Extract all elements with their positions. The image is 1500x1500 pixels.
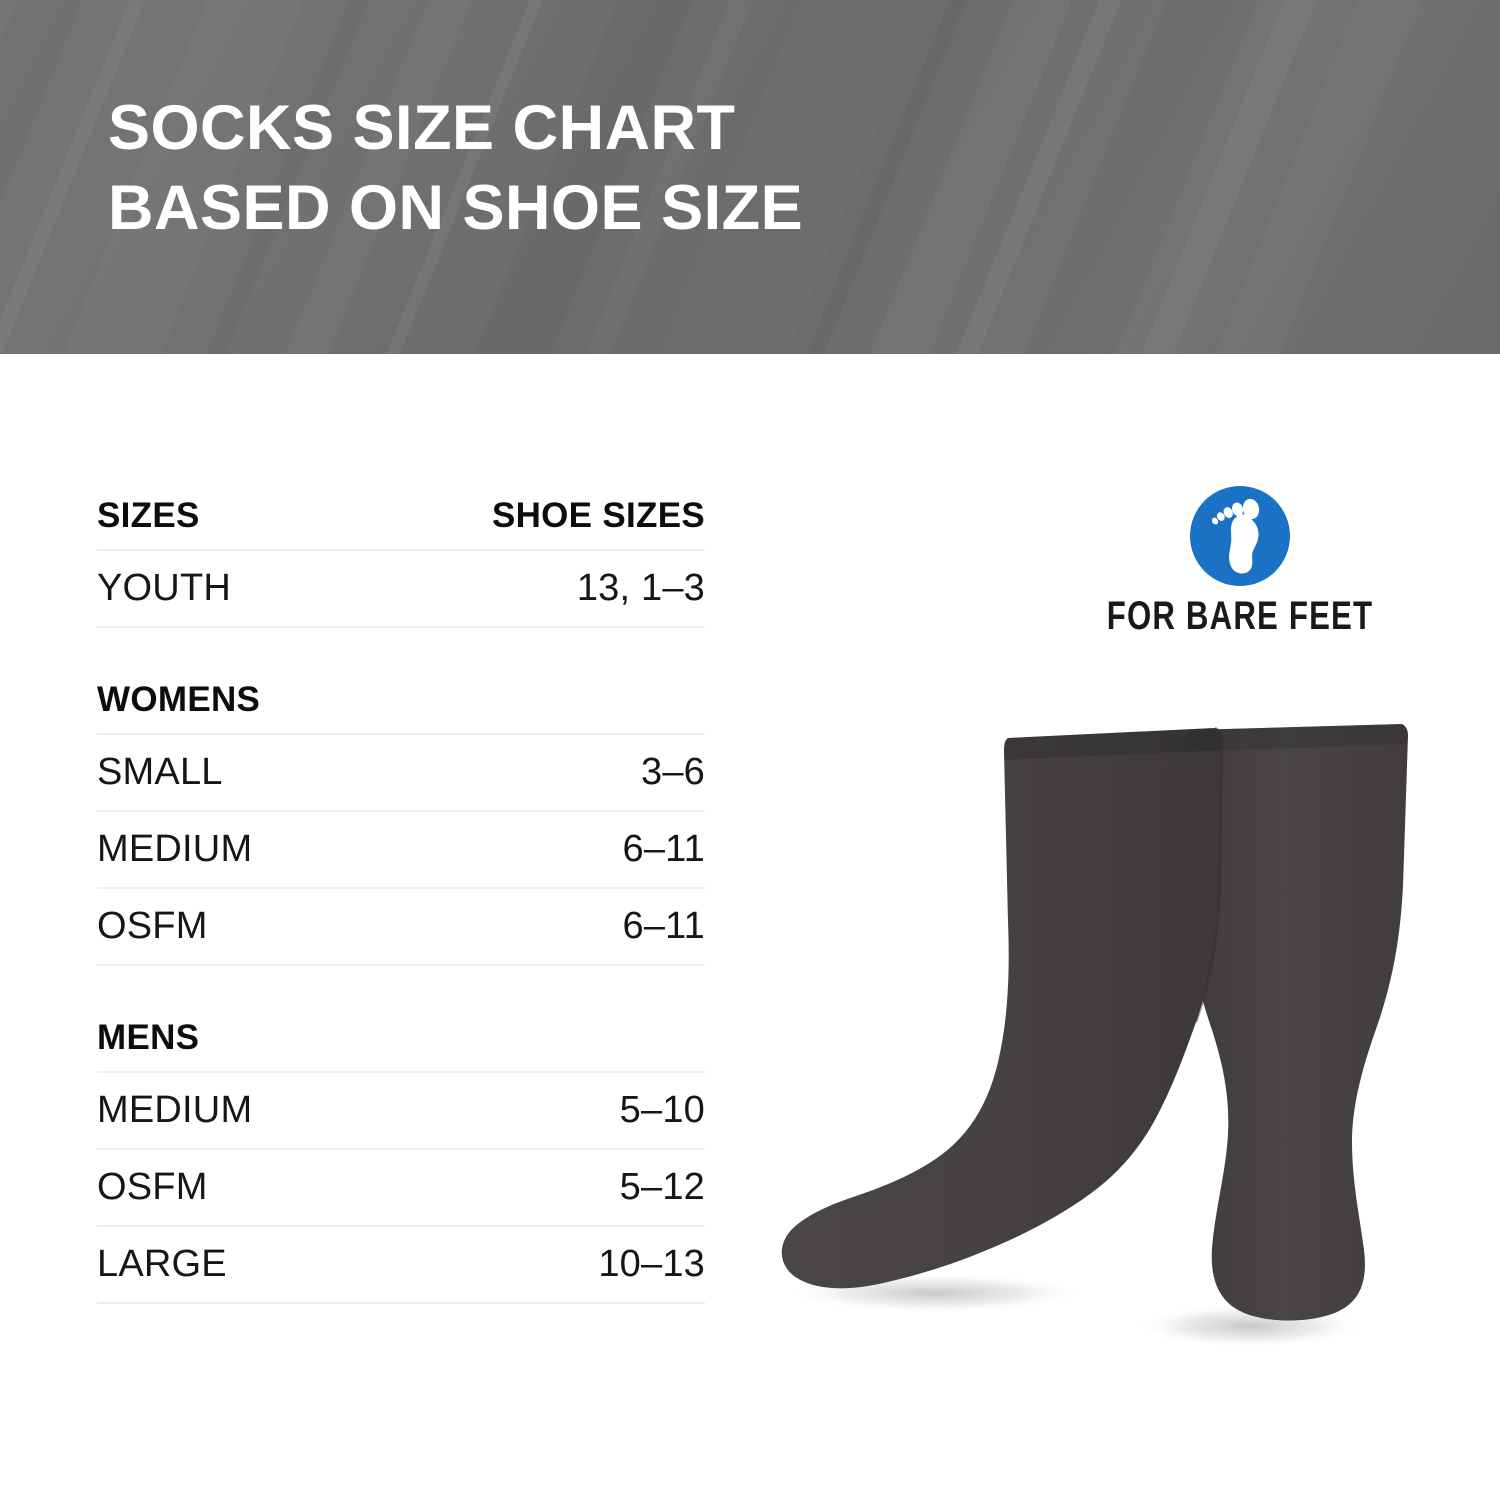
table-header-row: SIZES SHOE SIZES	[97, 496, 705, 551]
brand-logo: FOR BARE FEET	[1060, 484, 1420, 639]
sock-front-cuff-edge	[1004, 728, 1222, 760]
table-row: SMALL 3–6	[97, 735, 705, 812]
page-title: SOCKS SIZE CHART BASED ON SHOE SIZE	[108, 93, 804, 243]
footprint-icon	[1190, 486, 1290, 586]
crew-socks-illustration	[760, 690, 1460, 1380]
group-title-womens: WOMENS	[97, 680, 705, 735]
column-header-sizes: SIZES	[97, 496, 200, 535]
row-shoe-size-value: 6–11	[622, 828, 705, 870]
row-size-label: MEDIUM	[97, 1089, 253, 1131]
table-row: YOUTH 13, 1–3	[97, 551, 705, 628]
brand-name: FOR BARE FEET	[1106, 594, 1374, 638]
row-shoe-size-value: 10–13	[598, 1243, 705, 1285]
table-row: LARGE 10–13	[97, 1227, 705, 1304]
group-title-mens: MENS	[97, 1018, 705, 1073]
column-header-shoe-sizes: SHOE SIZES	[491, 496, 705, 535]
row-size-label: OSFM	[97, 1166, 208, 1208]
row-shoe-size-value: 6–11	[622, 905, 705, 947]
table-row: OSFM 5–12	[97, 1150, 705, 1227]
row-size-label: OSFM	[97, 905, 208, 947]
row-size-label: SMALL	[97, 751, 223, 793]
size-table: SIZES SHOE SIZES YOUTH 13, 1–3 WOMENS SM…	[97, 496, 705, 1304]
section-spacer	[97, 628, 705, 680]
table-row: OSFM 6–11	[97, 889, 705, 966]
row-shoe-size-value: 5–10	[619, 1089, 705, 1131]
row-size-label: MEDIUM	[97, 828, 253, 870]
table-row: MEDIUM 5–10	[97, 1073, 705, 1150]
section-spacer	[97, 966, 705, 1018]
sock-back-cuff-edge	[1184, 724, 1408, 752]
sock-front	[781, 728, 1222, 1289]
header-banner: SOCKS SIZE CHART BASED ON SHOE SIZE	[0, 0, 1500, 354]
sock-overlap-edge	[1194, 726, 1224, 1023]
row-size-label: YOUTH	[97, 567, 231, 609]
socks-svg	[781, 724, 1408, 1348]
sock-back	[1184, 724, 1408, 1321]
row-size-label: LARGE	[97, 1243, 227, 1285]
row-shoe-size-value: 13, 1–3	[576, 567, 705, 609]
table-row: MEDIUM 6–11	[97, 812, 705, 889]
row-shoe-size-value: 5–12	[619, 1166, 705, 1208]
row-shoe-size-value: 3–6	[640, 751, 705, 793]
